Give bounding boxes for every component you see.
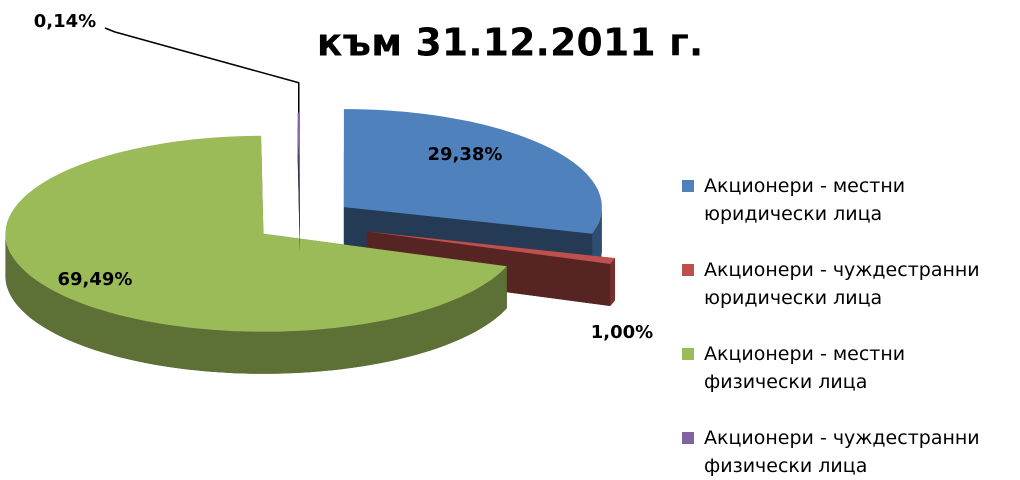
legend-swatch: [682, 180, 694, 192]
slice-top: [343, 109, 602, 234]
chart-title: към 31.12.2011 г.: [317, 21, 704, 65]
leader-line: [104, 27, 300, 113]
legend-label: Акционери - чуждестранни юридически лица: [704, 259, 980, 309]
legend-swatch: [682, 264, 694, 276]
data-label: 69,49%: [58, 269, 133, 290]
slice-top: [297, 112, 300, 211]
pie-slice: [297, 112, 300, 253]
legend-label: Акционери - местни юридически лица: [704, 175, 906, 225]
data-label: 0,14%: [34, 11, 96, 32]
legend-label: Акционери - местни физически лица: [704, 343, 906, 393]
legend-entry: Акционери - чуждестранни физически лица: [682, 424, 1014, 480]
slice-rim: [610, 258, 615, 306]
legend-entry: Акционери - местни юридически лица: [682, 172, 1014, 228]
pie: [5, 109, 616, 374]
legend-entry: Акционери - местни физически лица: [682, 340, 1014, 396]
slice-top: [5, 135, 507, 332]
legend-swatch: [682, 432, 694, 444]
slice-wall: [297, 112, 300, 253]
legend-entry: Акционери - чуждестранни юридически лица: [682, 256, 1014, 312]
pie-slice: [5, 135, 507, 374]
data-label: 1,00%: [591, 322, 653, 343]
legend-swatch: [682, 348, 694, 360]
slice-top: [366, 231, 615, 264]
legend-label: Акционери - чуждестранни физически лица: [704, 427, 980, 477]
data-label: 29,38%: [428, 144, 503, 165]
slice-rim: [5, 233, 507, 374]
